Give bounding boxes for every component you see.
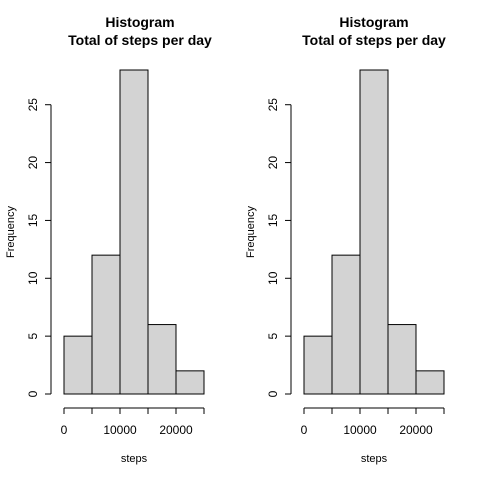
chart-title: Histogram (339, 14, 408, 30)
y-tick-label: 0 (266, 390, 280, 397)
histogram-bar (91, 254, 121, 395)
y-axis-label: Frequency (245, 206, 257, 258)
x-tick-label: 20000 (399, 423, 433, 437)
y-tick-label: 0 (26, 390, 40, 397)
histogram-bar (331, 254, 361, 395)
y-tick-label: 5 (266, 332, 280, 339)
histogram-bar (387, 324, 417, 395)
y-tick-label: 15 (266, 213, 280, 227)
histogram-bar (359, 69, 389, 395)
chart-title: Histogram (105, 14, 174, 30)
histogram-bar (147, 324, 177, 395)
x-axis-label: steps (361, 453, 388, 465)
x-tick-label: 20000 (159, 423, 193, 437)
y-tick-label: 10 (266, 271, 280, 285)
y-tick-label: 10 (26, 271, 40, 285)
x-axis-label: steps (121, 453, 148, 465)
histogram-bar (175, 370, 205, 395)
histogram-bar (119, 69, 149, 395)
chart-subtitle: Total of steps per day (68, 32, 212, 48)
x-tick-label: 10000 (343, 423, 377, 437)
histogram-bar (415, 370, 445, 395)
y-axis-label: Frequency (5, 206, 17, 258)
x-tick-label: 0 (301, 423, 308, 437)
histogram-bar (303, 335, 333, 395)
y-tick-label: 25 (26, 98, 40, 112)
x-tick-label: 10000 (103, 423, 137, 437)
y-tick-label: 15 (26, 213, 40, 227)
y-tick-label: 5 (26, 332, 40, 339)
y-tick-label: 20 (266, 156, 280, 170)
chart-subtitle: Total of steps per day (302, 32, 446, 48)
y-tick-label: 25 (266, 98, 280, 112)
y-tick-label: 20 (26, 156, 40, 170)
x-tick-label: 0 (61, 423, 68, 437)
histogram-bar (63, 335, 93, 395)
